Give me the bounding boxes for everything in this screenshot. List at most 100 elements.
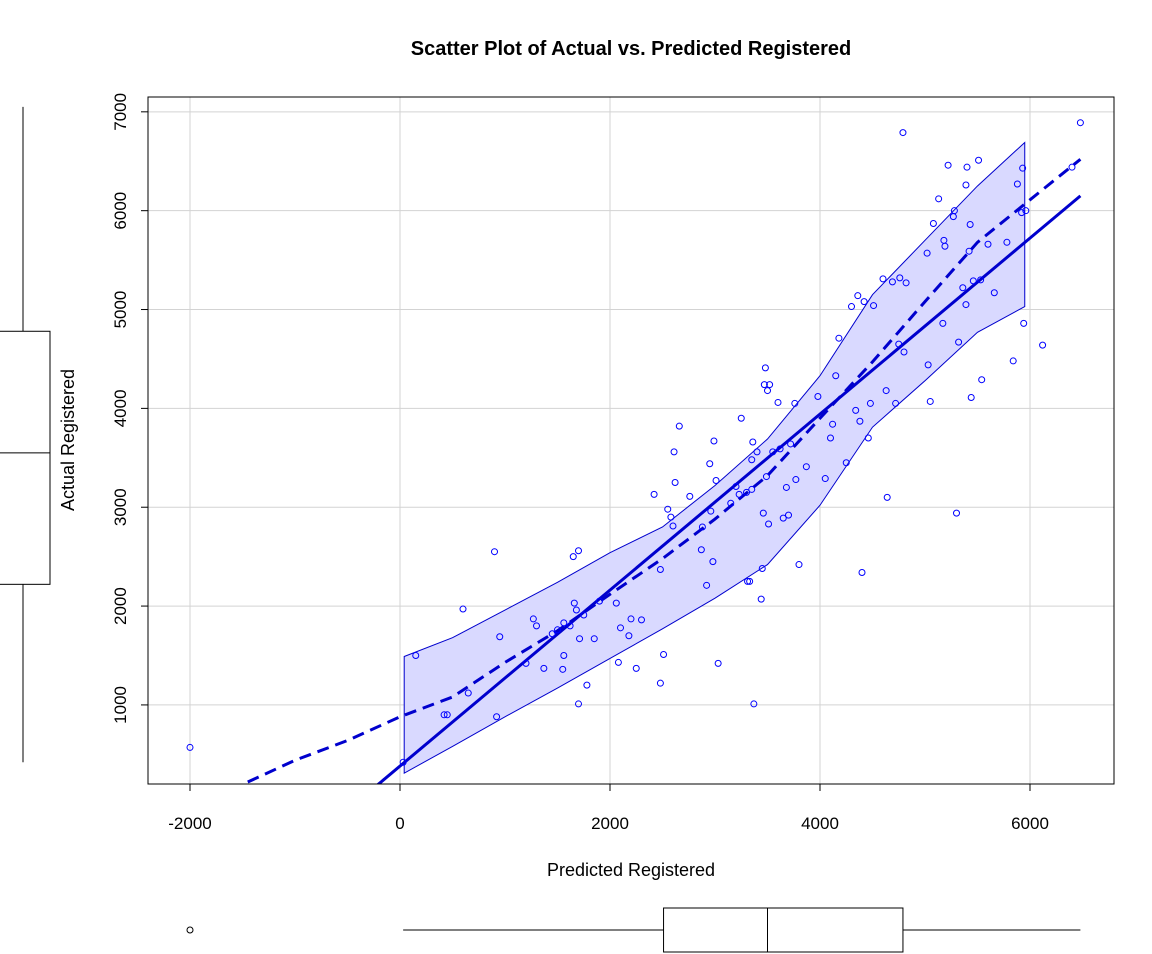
data-point	[570, 599, 578, 607]
data-point	[848, 303, 855, 311]
data-point	[1039, 341, 1047, 349]
x-tick-label: -2000	[168, 814, 211, 833]
data-point	[787, 440, 795, 448]
data-point	[667, 513, 675, 521]
x-axis-label: Predicted Registered	[547, 860, 715, 880]
fit-lines	[247, 158, 1082, 784]
y-tick-label: 4000	[111, 389, 130, 427]
data-point	[1003, 238, 1011, 246]
data-point	[675, 422, 683, 430]
data-point	[569, 553, 577, 561]
data-point	[712, 477, 720, 485]
data-point	[744, 577, 752, 585]
data-point	[759, 509, 767, 517]
data-point	[533, 622, 540, 630]
data-point	[858, 568, 866, 576]
x-tick-label: 0	[395, 814, 404, 833]
data-point	[782, 483, 790, 491]
data-point	[632, 664, 640, 672]
data-point	[464, 689, 472, 697]
data-point	[559, 665, 567, 673]
data-point	[617, 624, 624, 632]
data-point	[664, 505, 672, 513]
data-point	[614, 658, 622, 666]
data-point	[580, 611, 588, 619]
data-point	[832, 372, 840, 380]
data-point	[697, 546, 705, 554]
marginal-y-boxplot	[0, 106, 51, 763]
data-point	[978, 376, 986, 384]
data-point	[792, 476, 800, 484]
data-point	[656, 565, 664, 573]
data-point	[864, 434, 872, 442]
data-point	[779, 514, 787, 522]
data-point	[660, 651, 668, 659]
data-point	[496, 633, 504, 641]
data-point	[842, 459, 850, 467]
data-point	[727, 499, 735, 507]
data-point	[669, 522, 677, 530]
box	[0, 330, 51, 585]
data-point	[860, 298, 868, 306]
data-point	[941, 242, 949, 250]
y-tick-label: 5000	[111, 291, 130, 329]
data-point	[829, 420, 837, 428]
data-point	[443, 711, 451, 719]
data-point	[748, 456, 756, 464]
data-point	[566, 622, 574, 630]
data-point	[944, 161, 952, 169]
data-point	[975, 156, 983, 164]
data-point	[953, 509, 960, 517]
data-point	[590, 635, 598, 643]
data-point	[707, 507, 715, 515]
data-point	[575, 700, 582, 708]
confidence-band-area	[403, 141, 1026, 774]
data-point	[540, 664, 548, 672]
data-point	[883, 493, 891, 501]
data-point	[737, 414, 745, 422]
data-point	[900, 348, 908, 356]
data-point	[896, 274, 904, 282]
data-point	[399, 758, 407, 766]
data-point	[596, 597, 603, 605]
data-point	[1068, 163, 1076, 171]
data-point	[895, 340, 903, 348]
data-point	[990, 289, 998, 297]
data-point	[459, 605, 467, 613]
data-point	[670, 448, 678, 456]
x-tick-label: 6000	[1011, 814, 1049, 833]
data-point	[743, 488, 750, 496]
data-point	[576, 635, 584, 643]
data-point	[785, 511, 792, 519]
x-tick-label: 4000	[801, 814, 839, 833]
data-point	[1022, 207, 1030, 215]
box	[663, 907, 904, 953]
data-point	[750, 700, 758, 708]
data-point	[939, 319, 947, 327]
data-point	[746, 577, 754, 585]
data-point	[625, 632, 633, 640]
data-point	[760, 381, 768, 389]
data-point	[710, 437, 718, 445]
data-point	[977, 276, 985, 284]
data-point	[1020, 319, 1028, 327]
data-point	[926, 397, 934, 405]
data-point	[769, 448, 777, 456]
data-points	[186, 119, 1084, 766]
data-point	[899, 129, 907, 137]
x-tick-label: 2000	[591, 814, 629, 833]
data-point	[888, 278, 896, 286]
data-point	[575, 547, 582, 555]
data-point	[714, 659, 722, 667]
confidence-band	[403, 141, 1026, 774]
data-point	[854, 292, 862, 300]
data-point	[856, 417, 864, 425]
y-tick-label: 7000	[111, 93, 130, 131]
data-point	[962, 181, 970, 189]
data-point	[554, 626, 561, 634]
data-point	[493, 713, 501, 721]
data-point	[966, 221, 974, 229]
data-point	[765, 520, 773, 528]
data-point	[935, 195, 943, 203]
